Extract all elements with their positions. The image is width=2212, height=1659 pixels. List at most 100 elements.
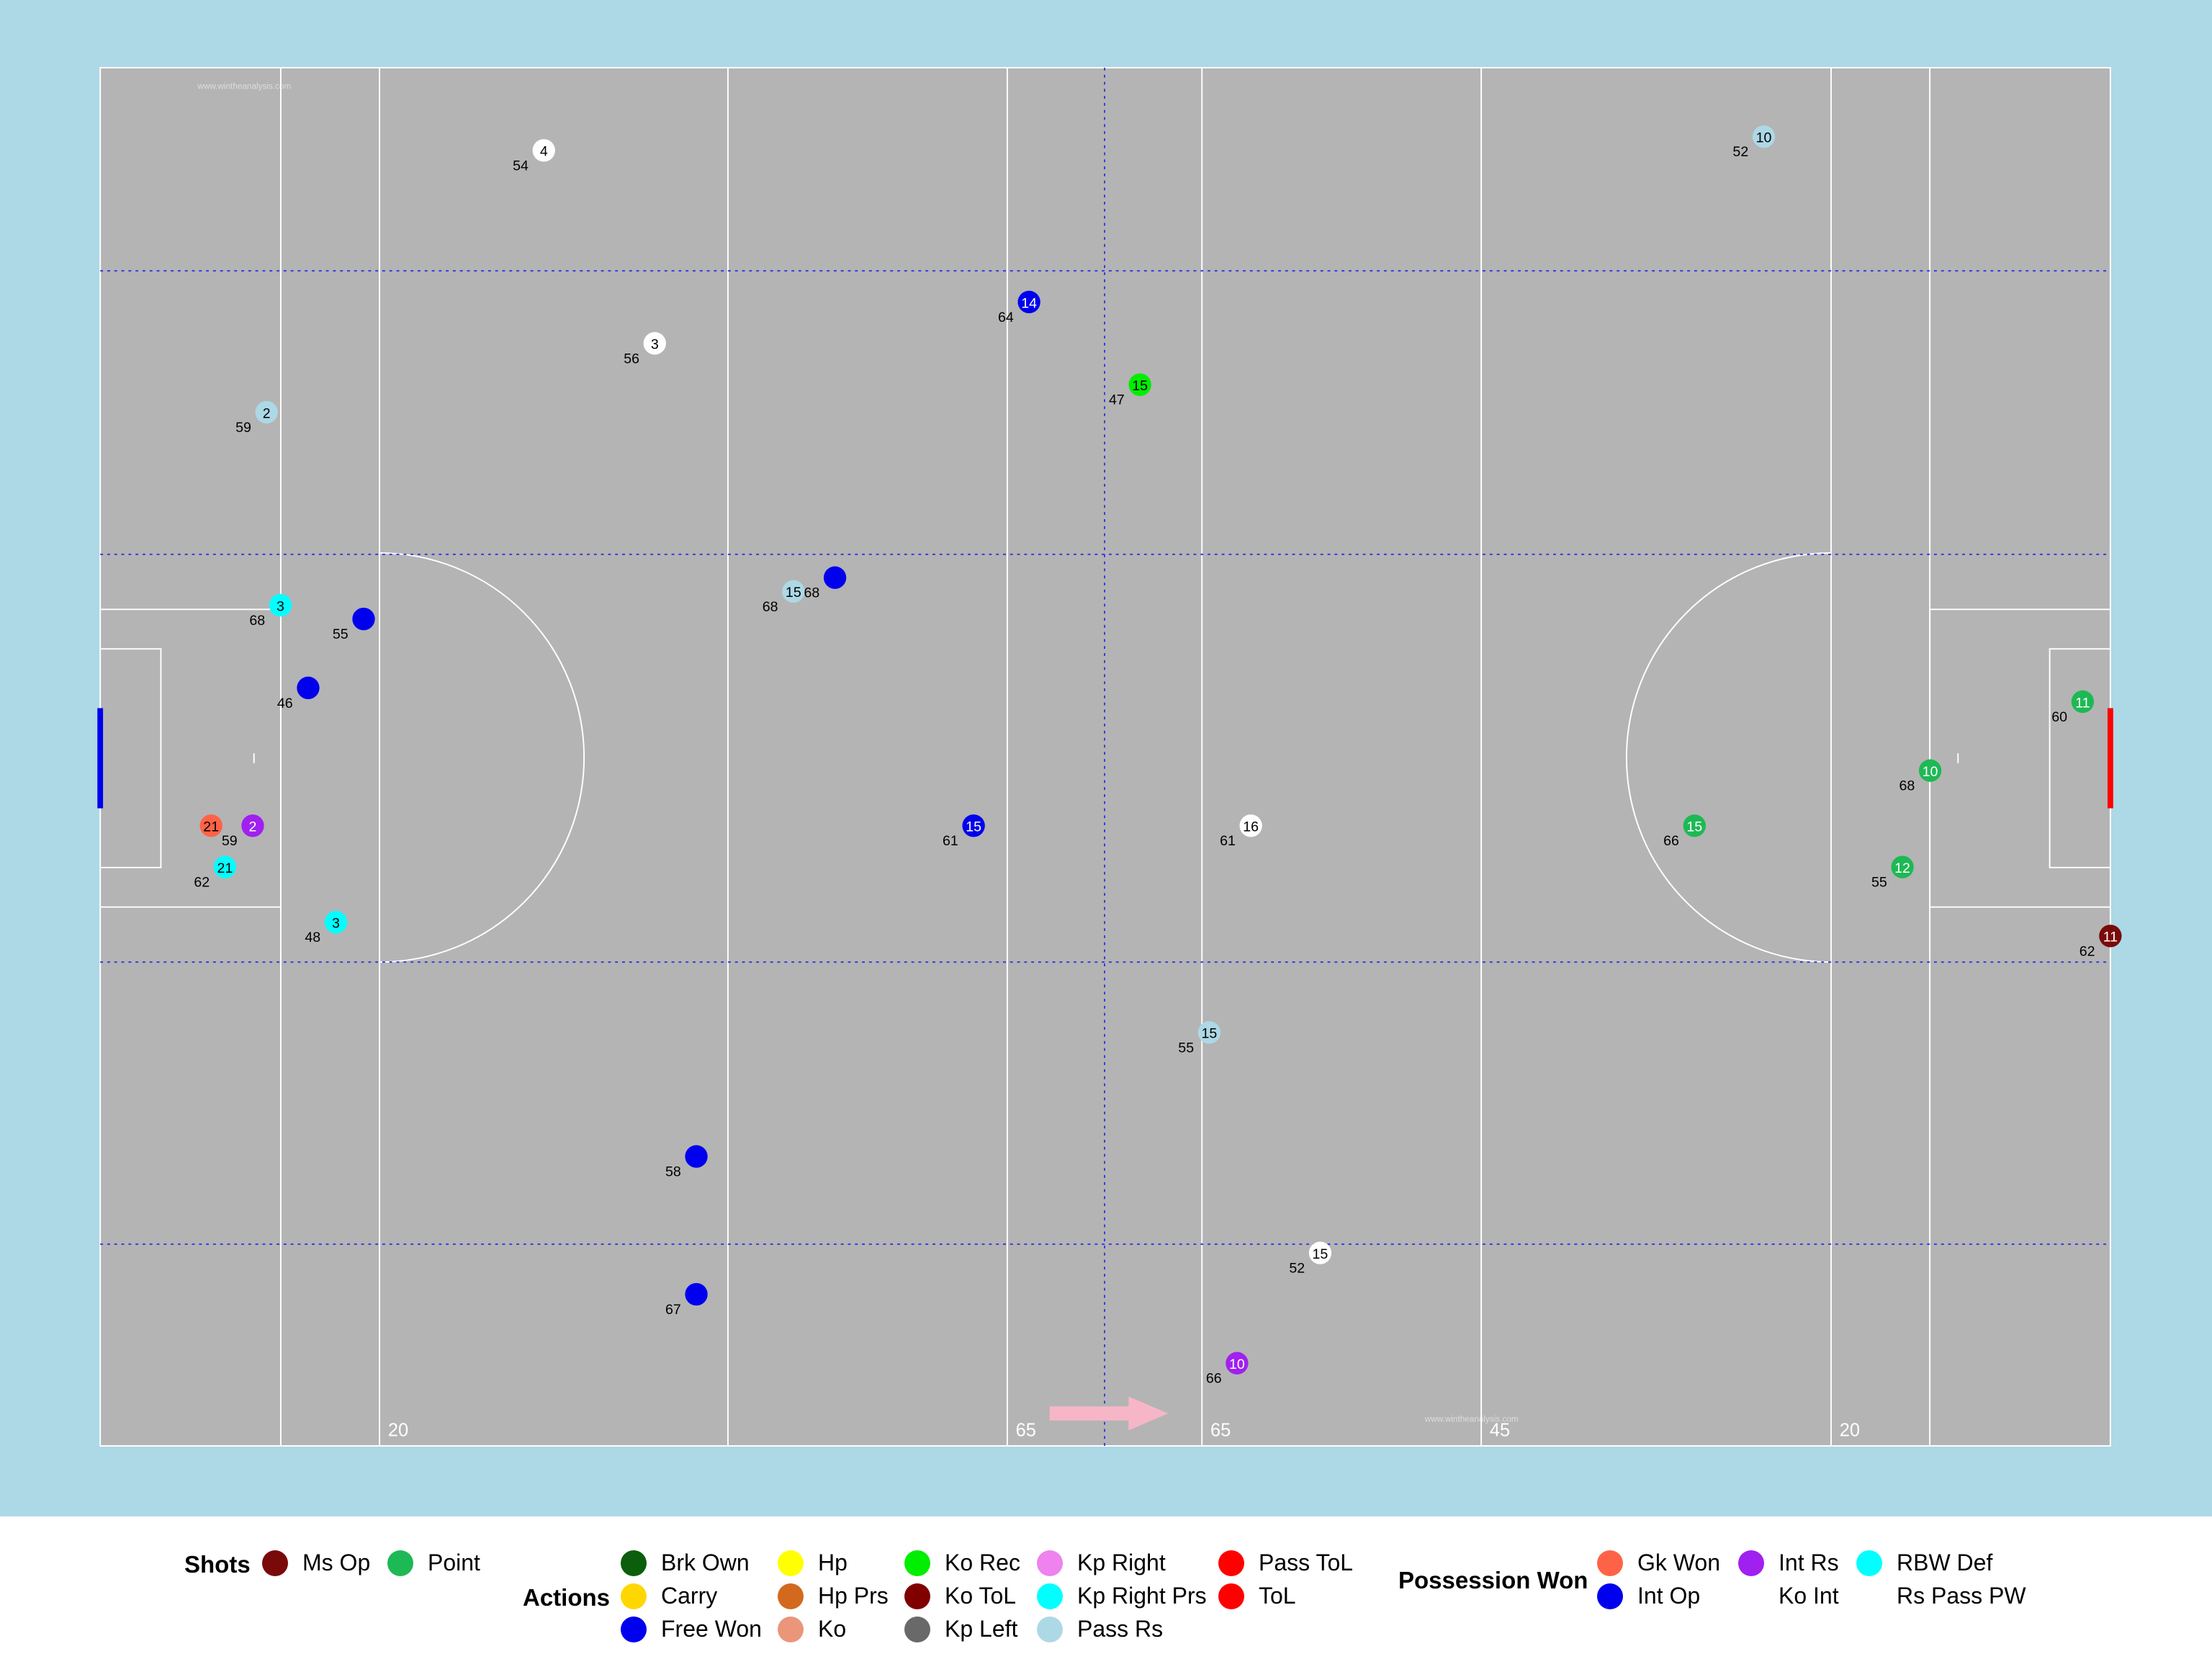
- event-minute-label: 60: [2051, 709, 2067, 725]
- event-marker-label: 3: [332, 916, 340, 932]
- legend-brk-own: Brk Own: [621, 1550, 750, 1576]
- event-marker-label: 3: [276, 598, 284, 614]
- event-marker: [1683, 814, 1706, 837]
- legend-carry: Carry: [621, 1583, 717, 1609]
- event-minute-label: 55: [1178, 1040, 1194, 1056]
- event-marker: [1239, 814, 1262, 837]
- legend-int-op: Int Op: [1597, 1583, 1700, 1609]
- event-minute-label: 62: [194, 875, 210, 891]
- event-marker-label: 15: [966, 819, 981, 835]
- line-label-45: 45: [1490, 1420, 1510, 1440]
- event-marker: [2099, 925, 2122, 948]
- event-marker: [962, 814, 985, 837]
- event-minute-label: 48: [305, 930, 320, 945]
- event-marker-label: 12: [1894, 860, 1910, 876]
- event-marker: [643, 332, 666, 355]
- event-minute-label: 68: [1899, 778, 1915, 794]
- event-minute-label: 56: [624, 351, 639, 367]
- event-marker-label: 15: [1132, 378, 1148, 394]
- legend-free-won: Free Won: [621, 1616, 762, 1642]
- pitch-map: www.wintheanalysis.com www.wintheanalysi…: [97, 67, 2122, 1447]
- legend-int-rs: Int Rs: [1738, 1550, 1839, 1576]
- event-minute-label: 52: [1732, 144, 1748, 160]
- legend-gk-won: Gk Won: [1597, 1550, 1720, 1576]
- event-marker: [1128, 373, 1151, 396]
- event-minute-label: 59: [222, 833, 238, 849]
- event-minute-label: 52: [1289, 1261, 1305, 1277]
- event-minute-label: 61: [943, 833, 958, 849]
- event-marker-label: 2: [263, 405, 271, 421]
- event-marker: [255, 400, 278, 424]
- event-marker: [241, 814, 264, 837]
- event-marker-label: 10: [1229, 1357, 1245, 1372]
- event-minute-label: 47: [1109, 392, 1125, 408]
- event-marker: [2071, 690, 2095, 714]
- legend-hp: Hp: [778, 1550, 848, 1576]
- line-label-65-right: 65: [1210, 1420, 1231, 1440]
- event-minute-label: 68: [249, 613, 265, 629]
- event-minute-label: 55: [333, 626, 349, 642]
- event-marker-label: 11: [2075, 695, 2090, 711]
- legend-rbw-def: RBW Def: [1856, 1550, 1992, 1576]
- event-marker-label: 2: [249, 819, 257, 835]
- event-marker: [213, 855, 237, 878]
- event-minute-label: 67: [665, 1302, 681, 1318]
- event-marker: [823, 566, 847, 589]
- event-marker: [1891, 855, 1914, 878]
- event-minute-label: 66: [1206, 1371, 1222, 1387]
- event-marker-label: 10: [1756, 130, 1772, 146]
- legend-ko-rec: Ko Rec: [904, 1550, 1020, 1576]
- event-marker-label: 10: [1923, 764, 1938, 780]
- event-minute-label: 64: [998, 310, 1014, 325]
- point-swatch: [387, 1550, 413, 1576]
- event-marker-label: 14: [1021, 295, 1037, 311]
- event-minute-label: 54: [513, 158, 529, 174]
- event-marker: [1017, 290, 1040, 314]
- line-label-65-left: 65: [1016, 1420, 1036, 1440]
- event-minute-label: 59: [235, 420, 251, 436]
- legend-pass-rs: Pass Rs: [1037, 1616, 1163, 1642]
- event-marker-label: 15: [1313, 1246, 1328, 1262]
- event-marker: [1752, 125, 1776, 148]
- legend-ko-tol: Ko ToL: [904, 1583, 1016, 1609]
- event-minute-label: 46: [277, 696, 293, 711]
- legend-kp-right-prs: Kp Right Prs: [1037, 1583, 1207, 1609]
- event-minute-label: 55: [1871, 875, 1887, 891]
- event-marker: [352, 607, 375, 631]
- event-marker: [1308, 1241, 1332, 1264]
- event-marker-label: 15: [786, 585, 801, 601]
- event-marker: [324, 911, 348, 934]
- event-minute-label: 62: [2080, 943, 2095, 959]
- event-marker-label: 21: [203, 819, 219, 835]
- event-minute-label: 68: [804, 585, 819, 601]
- legend: Shots Ms Op Point Actions Brk Own Carry …: [0, 1516, 2212, 1659]
- legend-ko-int: Ko Int: [1738, 1583, 1839, 1609]
- legend-kp-left: Kp Left: [904, 1616, 1017, 1642]
- legend-rs-pass-pw: Rs Pass PW: [1856, 1583, 2026, 1609]
- attack-direction-arrow: [1049, 1396, 1169, 1431]
- event-marker-label: 15: [1202, 1026, 1218, 1042]
- pitch-surface: [99, 67, 2111, 1447]
- event-marker-label: 16: [1243, 819, 1259, 835]
- watermark-bottom: www.wintheanalysis.com: [1424, 1415, 1519, 1424]
- legend-pass-tol: Pass ToL: [1218, 1550, 1353, 1576]
- right-goal-marker: [2107, 708, 2113, 809]
- legend-shots-title: Shots: [184, 1551, 251, 1578]
- event-marker-label: 4: [540, 144, 548, 160]
- legend-hp-prs: Hp Prs: [778, 1583, 889, 1609]
- watermark-top: www.wintheanalysis.com: [197, 81, 291, 91]
- event-minute-label: 58: [665, 1164, 681, 1180]
- left-goal-marker: [97, 708, 104, 809]
- event-marker: [782, 580, 805, 603]
- event-marker-label: 11: [2103, 930, 2118, 945]
- legend-ko: Ko: [778, 1616, 846, 1642]
- event-marker: [1226, 1352, 1249, 1375]
- legend-shots-point: Point: [387, 1550, 480, 1576]
- line-label-20-left: 20: [388, 1420, 408, 1440]
- event-marker-label: 15: [1686, 819, 1702, 835]
- legend-tol: ToL: [1218, 1583, 1296, 1609]
- legend-kp-right: Kp Right: [1037, 1550, 1166, 1576]
- pitch-lines: [100, 68, 2110, 1447]
- event-marker-label: 3: [651, 337, 659, 353]
